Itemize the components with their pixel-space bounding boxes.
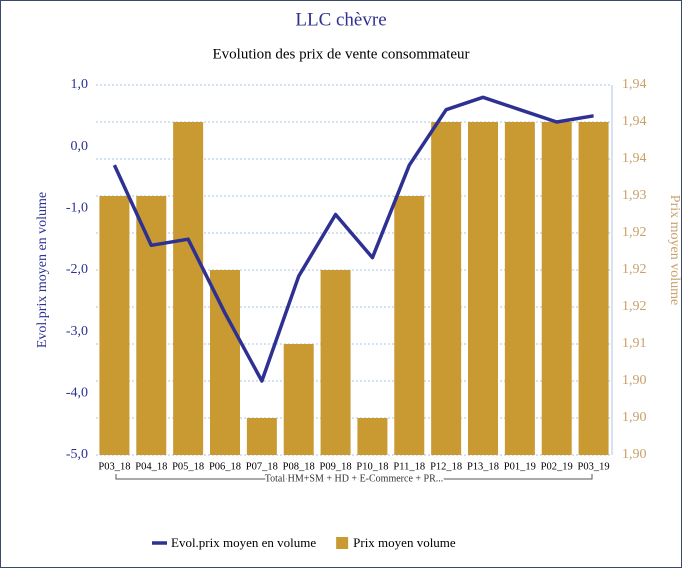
y-axis-label: Evol.prix moyen en volume	[35, 192, 50, 348]
bar	[541, 122, 572, 455]
x-tick-label: P02_19	[541, 461, 573, 472]
y2-tick-label: 1,90	[622, 373, 647, 388]
bar	[357, 418, 388, 455]
bar	[99, 196, 130, 455]
x-tick-label: P06_18	[209, 461, 241, 472]
y2-tick-label: 1,91	[622, 336, 647, 351]
bar	[578, 122, 609, 455]
chart-subtitle: Evolution des prix de vente consommateur	[212, 46, 469, 62]
x-tick-label: P03_19	[578, 461, 610, 472]
y2-tick-label: 1,94	[622, 114, 647, 129]
y-tick-label: 0,0	[71, 139, 89, 154]
y-tick-label: -3,0	[66, 324, 88, 339]
bar	[504, 122, 535, 455]
y2-tick-label: 1,92	[622, 299, 647, 314]
x-tick-label: P04_18	[135, 461, 167, 472]
y-tick-label: 1,0	[71, 77, 89, 92]
x-tick-label: P01_19	[504, 461, 536, 472]
bar	[246, 418, 277, 455]
bar	[136, 196, 167, 455]
y2-tick-label: 1,90	[622, 447, 647, 462]
x-tick-label: P12_18	[430, 461, 462, 472]
y-tick-label: -2,0	[66, 262, 88, 277]
y2-tick-label: 1,92	[622, 225, 647, 240]
line	[112, 95, 594, 383]
bar	[468, 122, 498, 455]
x-tick-label: P11_18	[393, 461, 425, 472]
chart-title: LLC chèvre	[295, 9, 386, 30]
x-tick-label: P05_18	[172, 461, 204, 472]
group-label: Total HM+SM + HD + E-Commerce + PR...	[265, 473, 444, 484]
y2-tick-label: 1,94	[622, 77, 647, 92]
x-tick-label: P10_18	[356, 461, 388, 472]
bar	[394, 196, 425, 455]
bar	[283, 344, 314, 455]
x-tick-label: P07_18	[246, 461, 278, 472]
y2-tick-label: 1,90	[622, 410, 647, 425]
legend-label: Prix moyen volume	[353, 535, 456, 550]
bar	[320, 270, 351, 455]
bar	[173, 122, 204, 455]
y2-tick-label: 1,94	[622, 151, 647, 166]
x-tick-label: P08_18	[283, 461, 315, 472]
x-tick-label: P13_18	[467, 461, 499, 472]
y-tick-label: -4,0	[66, 386, 88, 401]
y-tick-label: -1,0	[66, 201, 88, 216]
bar	[210, 270, 240, 455]
group-bracket	[115, 474, 593, 480]
legend-label: Evol.prix moyen en volume	[171, 535, 316, 550]
x-tick-label: P03_18	[98, 461, 130, 472]
legend-swatch	[336, 537, 349, 549]
y2-tick-label: 1,92	[622, 262, 647, 277]
bar	[431, 122, 462, 455]
y-tick-label: -5,0	[66, 447, 88, 462]
y2-tick-label: 1,93	[622, 188, 647, 203]
y2-axis-label: Prix moyen volume	[667, 195, 682, 305]
x-tick-label: P09_18	[320, 461, 352, 472]
